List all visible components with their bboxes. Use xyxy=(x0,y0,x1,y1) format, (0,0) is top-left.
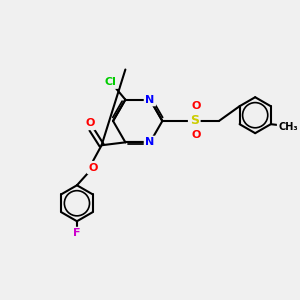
Text: N: N xyxy=(146,94,155,105)
Text: Cl: Cl xyxy=(105,77,117,87)
Text: S: S xyxy=(190,115,199,128)
Text: O: O xyxy=(191,130,200,140)
Text: CH₃: CH₃ xyxy=(278,122,298,132)
Text: O: O xyxy=(191,101,200,112)
Text: O: O xyxy=(88,163,98,172)
Text: O: O xyxy=(85,118,95,128)
Text: N: N xyxy=(146,137,155,147)
Text: F: F xyxy=(73,228,81,239)
